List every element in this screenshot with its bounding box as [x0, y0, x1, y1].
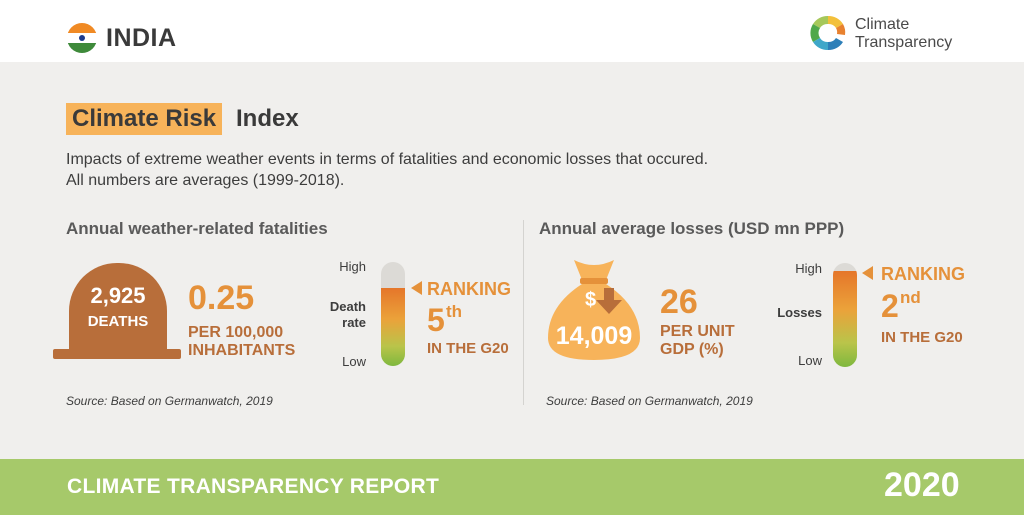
scale-mid-label: Death rate — [329, 299, 366, 330]
ranking-label: RANKING — [427, 279, 511, 299]
climate-transparency-logo — [810, 15, 846, 51]
losses-section-title: Annual average losses (USD mn PPP) — [539, 219, 845, 238]
scale-low-label: Low — [798, 353, 822, 368]
losses-scale-bar — [833, 263, 857, 367]
country-name: INDIA — [106, 24, 177, 52]
fatalities-source: Source: Based on Germanwatch, 2019 — [66, 394, 273, 408]
losses-value: 14,009 — [555, 322, 633, 350]
death-rate-value: 0.25 — [188, 279, 255, 317]
title-highlight: Climate Risk — [66, 103, 223, 135]
rank-number: 5 — [427, 302, 445, 338]
scale-low-label: Low — [342, 354, 366, 369]
fatalities-section-title: Annual weather-related fatalities — [66, 219, 328, 238]
losses-scale-fill — [833, 271, 857, 367]
deaths-label: DEATHS — [87, 313, 149, 330]
ranking-label: RANKING — [881, 264, 965, 284]
death-rate-scale-bar — [381, 262, 405, 366]
scale-high-label: High — [795, 261, 822, 276]
triangle-pointer-icon — [862, 266, 873, 280]
title-rest: Index — [236, 105, 299, 132]
triangle-pointer-icon — [411, 281, 422, 295]
rank-suffix: nd — [900, 288, 921, 307]
dollar-symbol: $ — [585, 289, 597, 311]
section-divider — [523, 220, 524, 405]
tombstone-base — [53, 349, 181, 359]
report-year: 2020 — [884, 466, 960, 504]
scale-mid-label: Losses — [777, 305, 822, 320]
death-rate-scale-fill — [381, 288, 405, 366]
page-footer — [0, 459, 1024, 515]
losses-source: Source: Based on Germanwatch, 2019 — [546, 394, 753, 408]
death-rate-label: PER 100,000 INHABITANTS — [188, 324, 296, 359]
page-header — [0, 0, 1024, 62]
india-flag-icon — [67, 23, 97, 53]
money-bag-icon — [548, 260, 640, 360]
rank-context: IN THE G20 — [427, 340, 509, 357]
report-title: CLIMATE TRANSPARENCY REPORT — [67, 475, 440, 498]
tombstone-icon — [69, 263, 167, 353]
rank-number: 2 — [881, 288, 899, 324]
deaths-value: 2,925 — [90, 283, 146, 308]
gdp-label: PER UNIT GDP (%) — [660, 323, 735, 358]
description: Impacts of extreme weather events in ter… — [66, 151, 709, 189]
scale-high-label: High — [339, 259, 366, 274]
rank-suffix: th — [446, 302, 463, 321]
logo-text: Climate Transparency — [855, 16, 953, 51]
gdp-value: 26 — [660, 283, 698, 321]
rank-context: IN THE G20 — [881, 329, 963, 346]
